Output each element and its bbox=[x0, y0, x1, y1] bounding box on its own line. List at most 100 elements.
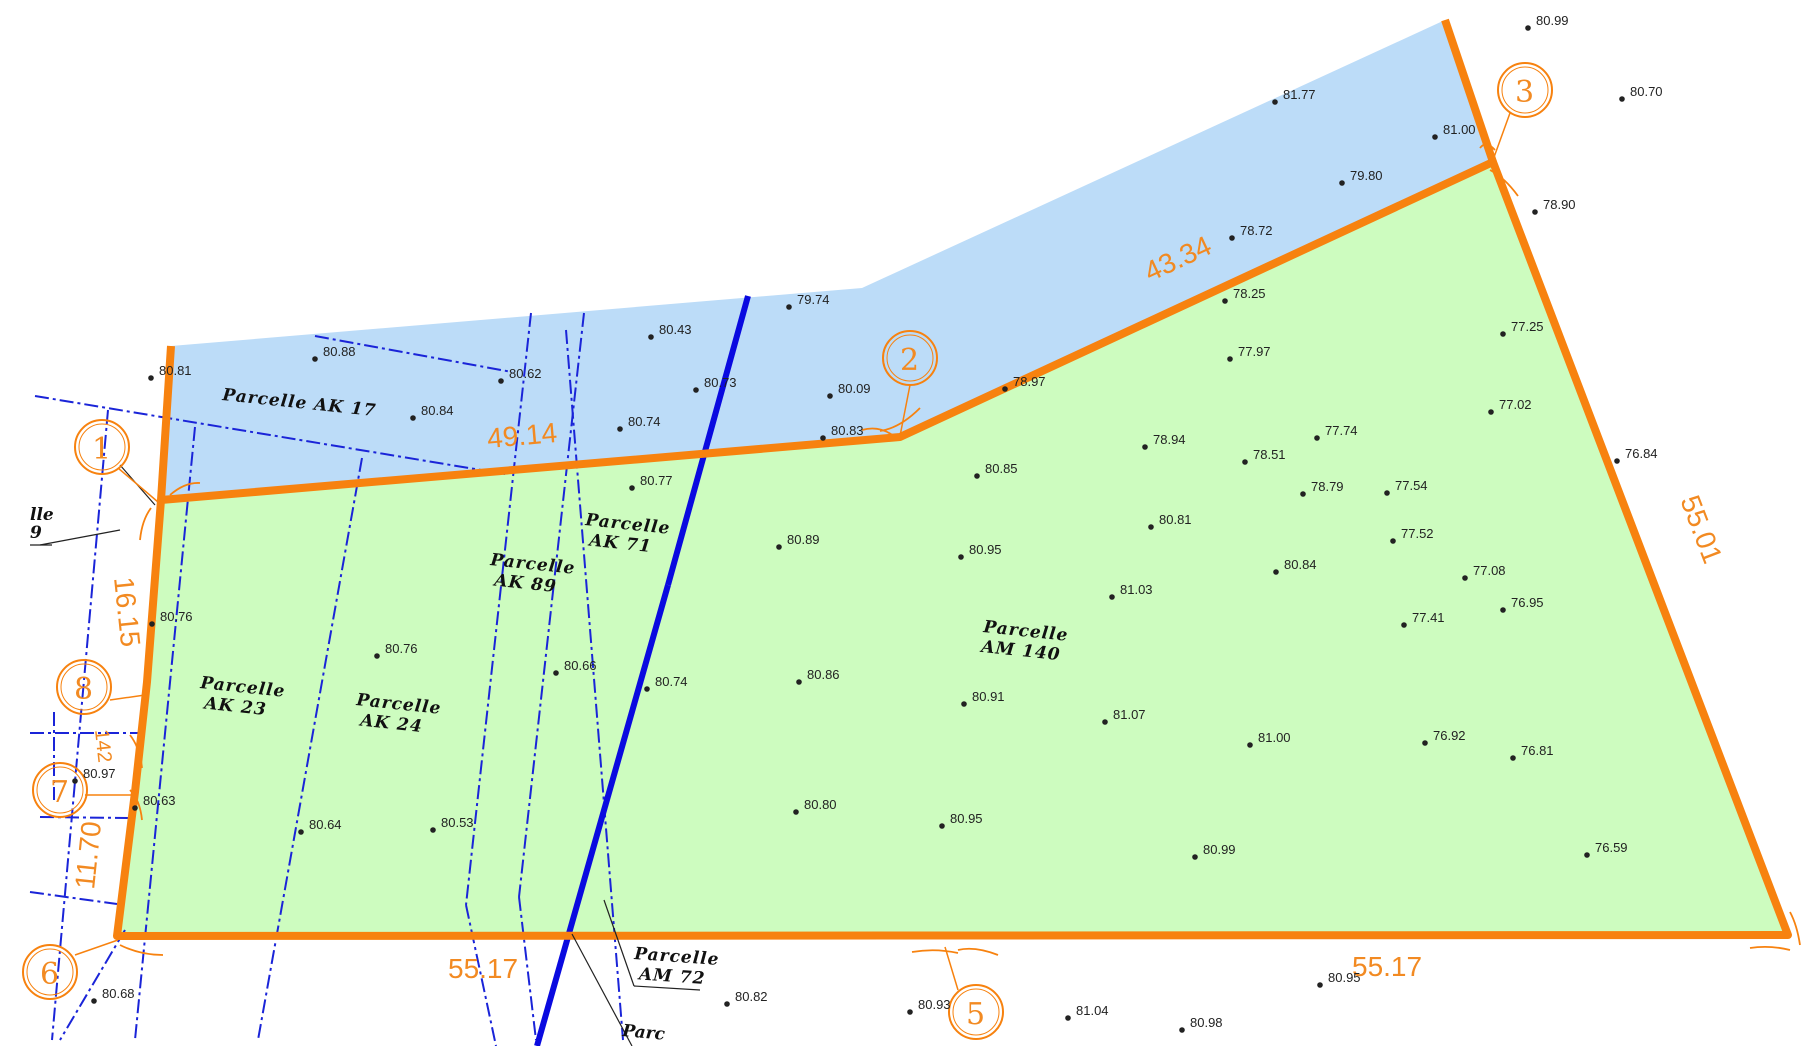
elevation-dot bbox=[974, 473, 980, 479]
elevation-dot bbox=[776, 544, 782, 550]
elevation-label: 80.80 bbox=[804, 797, 837, 812]
elevation-dot bbox=[793, 809, 799, 815]
elevation-label: 80.83 bbox=[831, 423, 864, 438]
elevation-label: 80.84 bbox=[421, 403, 454, 418]
dimension-55-01: 55.01 bbox=[1674, 491, 1728, 568]
elevation-dot bbox=[1247, 742, 1253, 748]
elevation-dot bbox=[1525, 25, 1531, 31]
dimension-49-14: 49.14 bbox=[486, 417, 559, 454]
point-number-8: 8 bbox=[74, 672, 93, 707]
elevation-dot bbox=[1314, 435, 1320, 441]
elevation-dot bbox=[298, 829, 304, 835]
point-number-1: 1 bbox=[92, 432, 111, 467]
elevation-label: 80.74 bbox=[655, 674, 688, 689]
elevation-label: 76.59 bbox=[1595, 840, 1628, 855]
elevation-label: 80.68 bbox=[102, 986, 135, 1001]
elevation-label: 77.54 bbox=[1395, 478, 1428, 493]
point-numbers: 1 2 3 5 6 7 8 bbox=[40, 75, 1534, 1032]
elevation-dot bbox=[132, 805, 138, 811]
elevation-label: 80.81 bbox=[159, 363, 192, 378]
elevation-label: 80.93 bbox=[918, 997, 951, 1012]
elevation-label: 78.90 bbox=[1543, 197, 1576, 212]
elevation-label: 80.86 bbox=[807, 667, 840, 682]
elevation-dot bbox=[498, 378, 504, 384]
elevation-dot bbox=[1500, 607, 1506, 613]
point-marker-7 bbox=[32, 762, 88, 818]
elevation-points: 80.99 80.70 81.77 81.00 79.80 78.90 78.72 80.88… bbox=[72, 13, 1663, 1033]
elevation-label: 80.63 bbox=[143, 793, 176, 808]
elevation-label: 80.77 bbox=[640, 473, 673, 488]
elevation-dot bbox=[1142, 444, 1148, 450]
elevation-dot bbox=[693, 387, 699, 393]
elevation-label: 80.76 bbox=[385, 641, 418, 656]
elevation-label: 77.97 bbox=[1238, 344, 1271, 359]
elevation-label: 80.53 bbox=[441, 815, 474, 830]
elevation-label: 80.95 bbox=[969, 542, 1002, 557]
point-marker-leaders bbox=[74, 112, 1511, 991]
elevation-dot bbox=[724, 1001, 730, 1007]
elevation-dot bbox=[644, 686, 650, 692]
elevation-dot bbox=[1384, 490, 1390, 496]
elevation-dot bbox=[1065, 1015, 1071, 1021]
partial-parcel-number-left: 9 bbox=[30, 523, 42, 543]
elevation-label: 80.99 bbox=[1203, 842, 1236, 857]
elevation-dot bbox=[1432, 134, 1438, 140]
elevation-dot bbox=[786, 304, 792, 310]
elevation-dot bbox=[629, 485, 635, 491]
elevation-label: 81.00 bbox=[1258, 730, 1291, 745]
elevation-label: 81.03 bbox=[1120, 582, 1153, 597]
elevation-dot bbox=[1462, 575, 1468, 581]
elevation-label: 78.94 bbox=[1153, 432, 1186, 447]
elevation-dot bbox=[1614, 458, 1620, 464]
point-marker-8 bbox=[56, 659, 112, 715]
elevation-label: 80.76 bbox=[160, 609, 193, 624]
elevation-dot bbox=[827, 393, 833, 399]
elevation-label: 80.70 bbox=[1630, 84, 1663, 99]
dimension-142: 142 bbox=[90, 728, 115, 763]
elevation-dot bbox=[617, 426, 623, 432]
dimension-11-70: 11.70 bbox=[69, 820, 107, 891]
elevation-label: 78.72 bbox=[1240, 223, 1273, 238]
elevation-label: 80.64 bbox=[309, 817, 342, 832]
elevation-dot bbox=[1229, 235, 1235, 241]
elevation-label: 81.77 bbox=[1283, 87, 1316, 102]
elevation-label: 80.89 bbox=[787, 532, 820, 547]
elevation-label: 77.41 bbox=[1412, 610, 1445, 625]
elevation-label: 80.95 bbox=[950, 811, 983, 826]
leader-lines bbox=[30, 464, 701, 1046]
north-strip-area bbox=[161, 20, 1493, 500]
elevation-label: 80.88 bbox=[323, 344, 356, 359]
elevation-label: 76.92 bbox=[1433, 728, 1466, 743]
elevation-label: 80.43 bbox=[659, 322, 692, 337]
elevation-dot bbox=[1584, 852, 1590, 858]
parcel-am-140-area bbox=[117, 162, 1788, 936]
elevation-dot bbox=[907, 1009, 913, 1015]
elevation-dot bbox=[1422, 740, 1428, 746]
elevation-dot bbox=[1227, 356, 1233, 362]
elevation-dot bbox=[1192, 854, 1198, 860]
elevation-label: 77.02 bbox=[1499, 397, 1532, 412]
elevation-dot bbox=[1390, 538, 1396, 544]
elevation-dot bbox=[1300, 491, 1306, 497]
elevation-dot bbox=[1102, 719, 1108, 725]
blue-boundary-line bbox=[534, 295, 751, 1046]
elevation-label: 80.85 bbox=[985, 461, 1018, 476]
elevation-label: 76.95 bbox=[1511, 595, 1544, 610]
elevation-label: 77.74 bbox=[1325, 423, 1358, 438]
elevation-dot bbox=[1532, 209, 1538, 215]
elevation-dot bbox=[1510, 755, 1516, 761]
dimension-16-15: 16.15 bbox=[108, 575, 146, 648]
elevation-dot bbox=[1148, 524, 1154, 530]
elevation-dot bbox=[1619, 96, 1625, 102]
partial-parcel-label-bottom: Parc bbox=[621, 1021, 667, 1045]
elevation-label: 80.97 bbox=[83, 766, 116, 781]
elevation-label: 80.82 bbox=[735, 989, 768, 1004]
partial-parcel-label-left: lle bbox=[30, 505, 54, 525]
dimension-55-17-right: 55.17 bbox=[1352, 951, 1422, 982]
elevation-label: 78.97 bbox=[1013, 374, 1046, 389]
elevation-dot bbox=[1002, 386, 1008, 392]
elevation-dot bbox=[939, 823, 945, 829]
elevation-label: 80.84 bbox=[1284, 557, 1317, 572]
elevation-dot bbox=[1401, 622, 1407, 628]
